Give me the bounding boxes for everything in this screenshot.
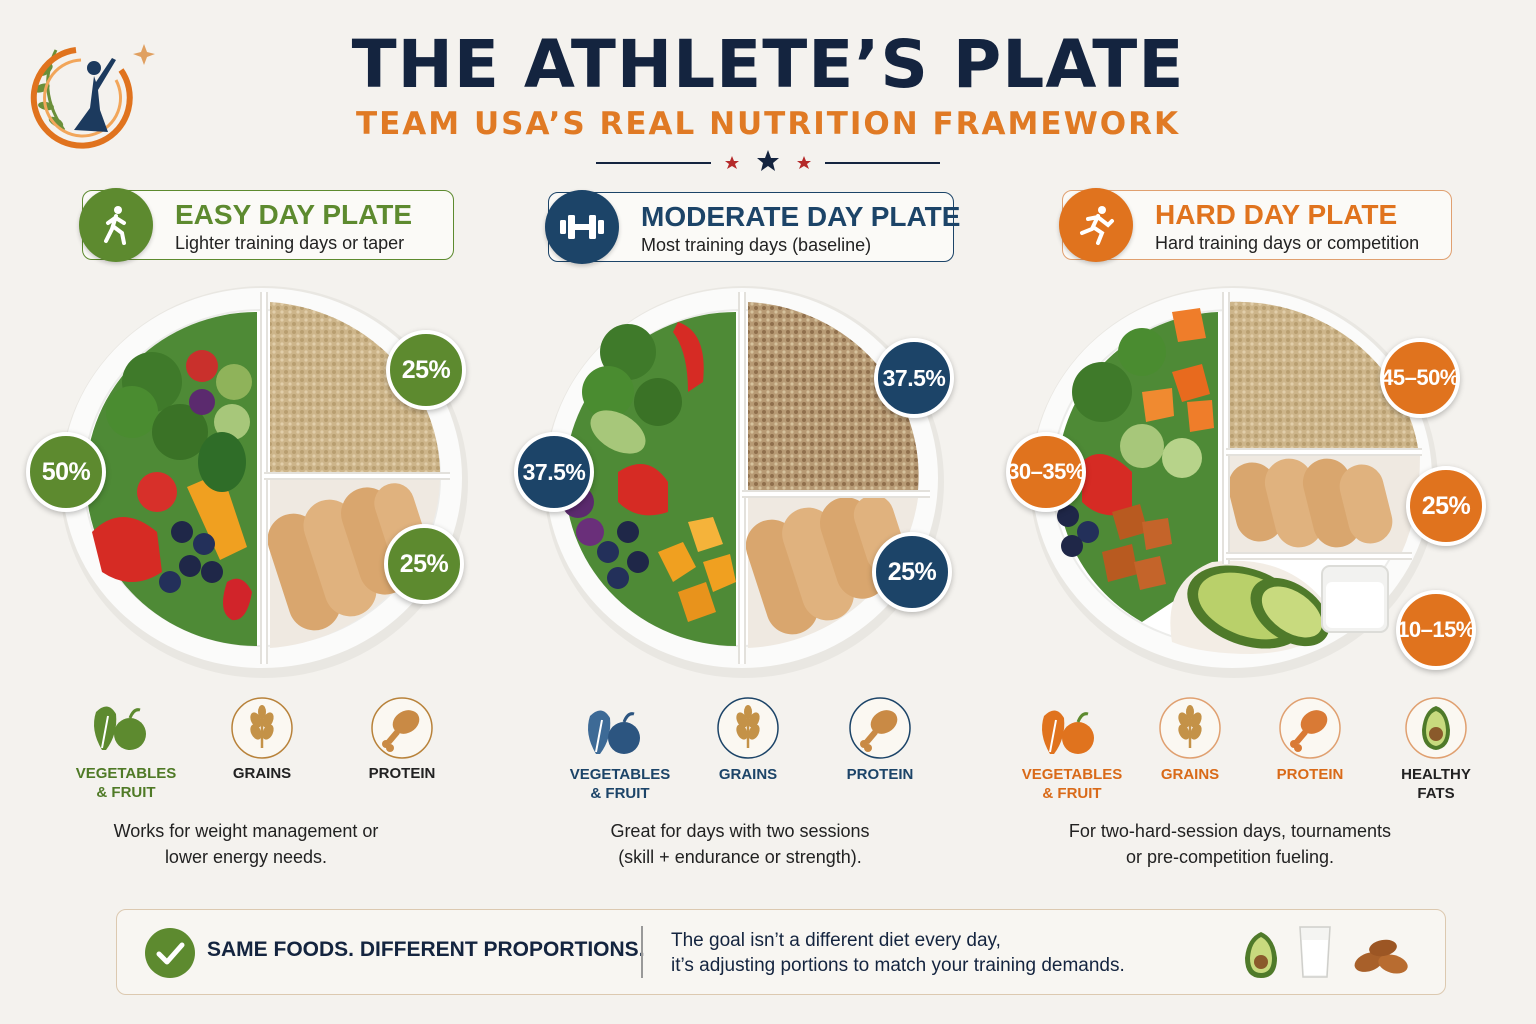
footer-banner: SAME FOODS. DIFFERENT PROPORTIONS. The g… — [116, 909, 1446, 995]
hard-plate-header: HARD DAY PLATE Hard training days or com… — [1059, 188, 1452, 262]
easy-label-protein: PROTEIN — [368, 765, 436, 782]
wheat-icon — [1159, 697, 1221, 759]
moderate-plate-header: MODERATE DAY PLATE Most training days (b… — [545, 190, 960, 264]
easy-label-vegetables: VEGETABLES & FRUIT — [75, 765, 177, 801]
page-title: THE ATHLETE’S PLATE — [351, 26, 1185, 103]
vegetables-fruit-icon — [1042, 710, 1094, 754]
logo — [30, 44, 155, 149]
moderate-label-vegetables: VEGETABLES & FRUIT — [569, 766, 671, 802]
page-subtitle: TEAM USA’S REAL NUTRITION FRAMEWORK — [355, 106, 1181, 142]
drumstick-icon — [1279, 697, 1341, 759]
hard-plate-title: HARD DAY PLATE — [1155, 199, 1398, 230]
hard-plate-note: For two-hard-session days, tournaments o… — [1068, 821, 1392, 867]
moderate-protein-percent: 25% — [872, 532, 952, 612]
moderate-label-grains: GRAINS — [718, 766, 778, 783]
avocado-icon — [1245, 932, 1277, 978]
easy-plate-header: EASY DAY PLATE Lighter training days or … — [79, 188, 454, 262]
hard-label-vegetables: VEGETABLES & FRUIT — [1021, 766, 1123, 802]
easy-plate-description: Lighter training days or taper — [175, 233, 405, 253]
moderate-plate-note: Great for days with two sessions (skill … — [610, 821, 870, 867]
hard-label-protein: PROTEIN — [1276, 766, 1344, 783]
checkmark-icon — [145, 928, 195, 978]
moderate-vegetables-percent: 37.5% — [514, 432, 594, 512]
easy-plate — [60, 286, 468, 678]
hard-protein-percent: 25% — [1406, 466, 1486, 546]
walking-person-icon — [79, 188, 153, 262]
moderate-plate — [544, 286, 944, 678]
hard-vegetables-percent: 30–35% — [1006, 432, 1086, 512]
wheat-icon — [717, 697, 779, 759]
star-icon — [725, 156, 739, 169]
easy-label-grains: GRAINS — [232, 765, 292, 782]
moderate-grains-percent: 37.5% — [874, 338, 954, 418]
drumstick-icon — [371, 697, 433, 759]
moderate-label-protein: PROTEIN — [846, 766, 914, 783]
easy-vegetables-percent: 50% — [26, 432, 106, 512]
hard-fats-percent: 10–15% — [1396, 590, 1476, 670]
drumstick-icon — [849, 697, 911, 759]
easy-protein-percent: 25% — [384, 524, 464, 604]
hard-label-fats: HEALTHY FATS — [1401, 766, 1471, 802]
easy-plate-title: EASY DAY PLATE — [175, 199, 413, 230]
moderate-plate-title: MODERATE DAY PLATE — [641, 201, 961, 232]
milk-glass-icon — [1299, 926, 1331, 978]
almonds-icon — [1354, 939, 1408, 974]
star-icon — [757, 150, 779, 171]
hard-label-grains: GRAINS — [1160, 766, 1220, 783]
easy-plate-note: Works for weight management or lower ene… — [113, 821, 379, 867]
hard-grains-percent: 45–50% — [1380, 338, 1460, 418]
hard-plate — [1030, 286, 1438, 678]
footer-text: The goal isn’t a different diet every da… — [671, 930, 1125, 976]
footer-divider — [641, 926, 643, 978]
vegetables-fruit-icon — [588, 710, 640, 754]
vegetables-fruit-icon — [94, 706, 146, 750]
wheat-icon — [231, 697, 293, 759]
star-icon — [797, 156, 811, 169]
moderate-plate-description: Most training days (baseline) — [641, 235, 872, 255]
dumbbell-icon — [545, 190, 619, 264]
easy-grains-percent: 25% — [386, 330, 466, 410]
hard-plate-description: Hard training days or competition — [1155, 233, 1420, 253]
avocado-icon — [1405, 697, 1467, 759]
stars-divider — [596, 150, 940, 171]
footer-headline: SAME FOODS. DIFFERENT PROPORTIONS. — [207, 938, 645, 961]
running-person-icon — [1059, 188, 1133, 262]
